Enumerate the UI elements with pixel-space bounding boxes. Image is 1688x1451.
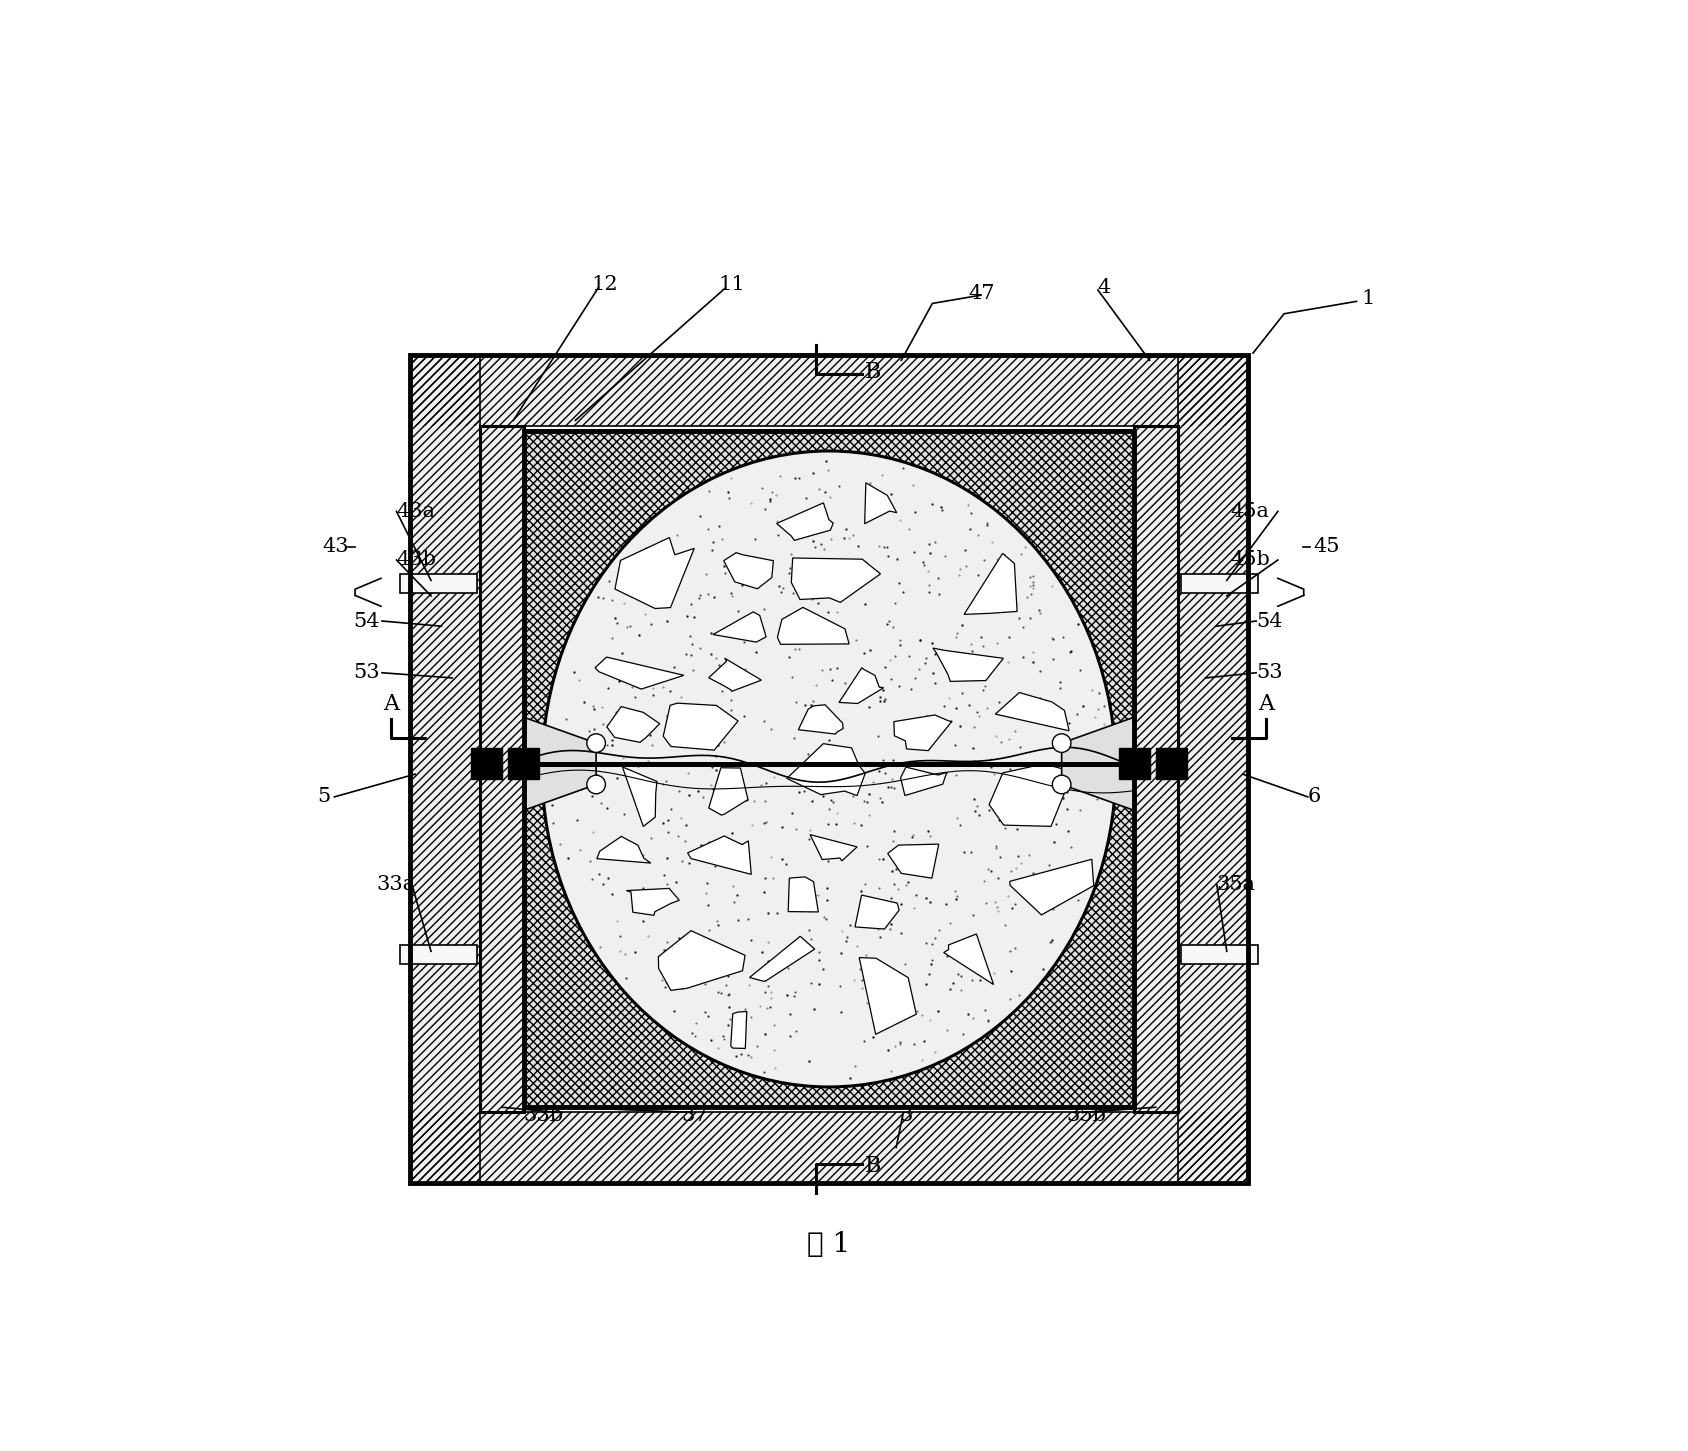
Bar (410, 355, 1247, 1183)
Polygon shape (859, 958, 917, 1035)
Bar (471, 749, 501, 779)
Circle shape (587, 775, 606, 794)
Text: 1: 1 (1362, 289, 1376, 308)
Bar (1178, 355, 1247, 1183)
Text: B: B (864, 361, 881, 383)
Text: 5: 5 (317, 788, 331, 807)
Text: 图 1: 图 1 (807, 1232, 851, 1258)
Text: 37: 37 (680, 1106, 707, 1125)
Bar (481, 425, 523, 1113)
Bar (523, 763, 1134, 1107)
Text: B: B (864, 1155, 881, 1177)
Bar (410, 355, 1247, 425)
Polygon shape (1062, 717, 1134, 810)
Polygon shape (944, 934, 994, 985)
Bar (1156, 749, 1187, 779)
Bar (1180, 945, 1258, 963)
Ellipse shape (542, 451, 1116, 1087)
Polygon shape (895, 715, 952, 750)
Polygon shape (749, 936, 815, 981)
Polygon shape (787, 744, 866, 795)
Bar (523, 763, 1134, 1107)
Text: 12: 12 (591, 276, 618, 295)
Polygon shape (888, 844, 939, 878)
Text: 54: 54 (1256, 611, 1283, 631)
Polygon shape (788, 876, 819, 911)
Polygon shape (598, 836, 652, 863)
Text: A: A (383, 694, 400, 715)
Text: 6: 6 (1308, 788, 1322, 807)
Bar (410, 1113, 1247, 1183)
Text: 45b: 45b (1231, 550, 1269, 569)
Text: 35a: 35a (1217, 875, 1256, 894)
Polygon shape (798, 705, 842, 734)
Polygon shape (623, 768, 657, 827)
Polygon shape (1009, 859, 1094, 916)
Bar (410, 355, 481, 1183)
Text: 54: 54 (353, 611, 380, 631)
Polygon shape (614, 537, 694, 608)
Polygon shape (933, 649, 1003, 682)
Polygon shape (731, 1011, 746, 1049)
Text: 33a: 33a (376, 875, 415, 894)
Bar (523, 763, 1134, 1107)
Bar (481, 425, 523, 1113)
Polygon shape (810, 834, 858, 860)
Circle shape (1052, 734, 1070, 753)
Text: 43b: 43b (397, 550, 436, 569)
Bar (400, 945, 478, 963)
Circle shape (587, 734, 606, 753)
Text: 53: 53 (353, 663, 380, 682)
Text: A: A (1259, 694, 1274, 715)
Polygon shape (964, 553, 1018, 614)
Bar (410, 355, 1247, 425)
Text: 47: 47 (969, 283, 994, 303)
Text: 4: 4 (1097, 279, 1111, 297)
Bar (523, 431, 1134, 763)
Bar (1134, 425, 1178, 1113)
Text: 43: 43 (322, 537, 349, 556)
Polygon shape (709, 768, 748, 815)
Polygon shape (724, 553, 773, 589)
Bar (1134, 425, 1178, 1113)
Polygon shape (839, 667, 883, 704)
Polygon shape (608, 707, 660, 743)
Text: 3: 3 (900, 1106, 913, 1125)
Polygon shape (778, 608, 849, 644)
Polygon shape (996, 692, 1069, 731)
Polygon shape (901, 768, 947, 795)
Bar (1178, 355, 1247, 1183)
Polygon shape (596, 657, 684, 689)
Polygon shape (626, 888, 679, 916)
Bar (1119, 749, 1150, 779)
Bar (481, 425, 523, 1113)
Polygon shape (989, 763, 1070, 827)
Text: 45: 45 (1313, 537, 1340, 556)
Text: 45a: 45a (1231, 502, 1269, 521)
Polygon shape (712, 612, 766, 643)
Polygon shape (776, 503, 834, 540)
Bar (410, 1113, 1247, 1183)
Polygon shape (709, 659, 761, 691)
Bar (523, 431, 1134, 763)
Circle shape (1052, 775, 1070, 794)
Text: 33b: 33b (523, 1106, 564, 1125)
Bar (523, 431, 1134, 763)
Text: 43a: 43a (397, 502, 436, 521)
Bar (1180, 575, 1258, 593)
Polygon shape (864, 483, 896, 524)
Polygon shape (663, 704, 738, 750)
Polygon shape (856, 895, 900, 929)
Polygon shape (658, 930, 744, 991)
Bar (400, 575, 478, 593)
Bar (410, 355, 481, 1183)
Text: 35b: 35b (1067, 1106, 1107, 1125)
Text: 53: 53 (1256, 663, 1283, 682)
Bar (508, 749, 538, 779)
Polygon shape (792, 559, 881, 602)
Text: 11: 11 (717, 276, 744, 295)
Bar (1134, 425, 1178, 1113)
Polygon shape (523, 717, 596, 810)
Polygon shape (687, 836, 751, 875)
